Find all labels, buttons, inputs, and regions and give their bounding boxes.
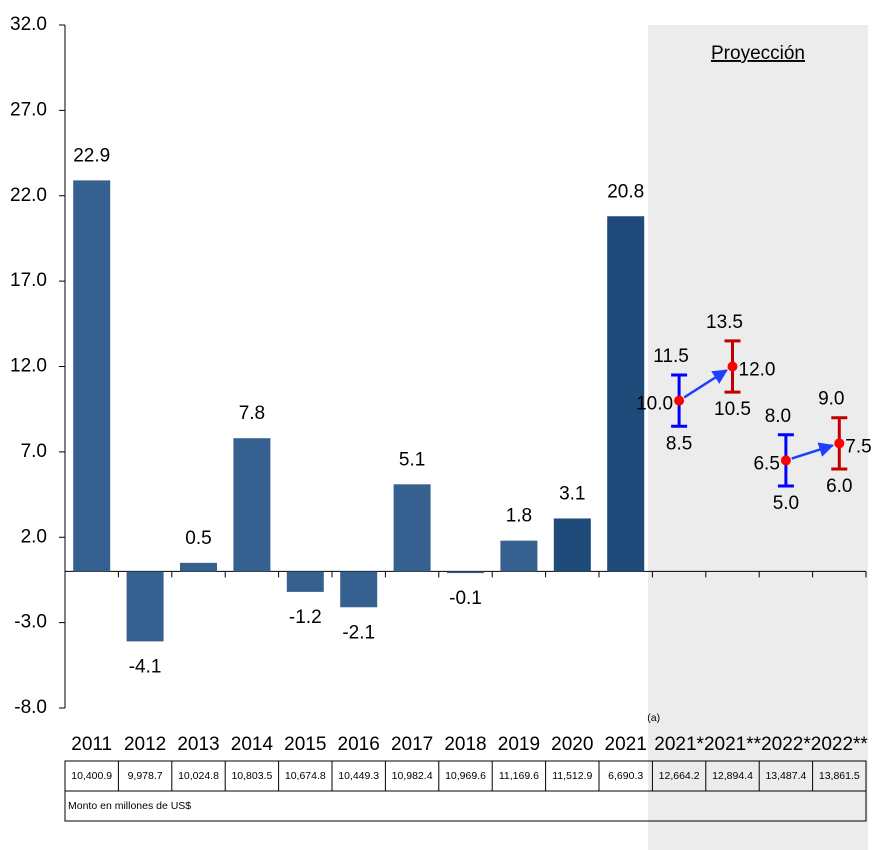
x-tick-label: 2012 (124, 734, 166, 755)
y-tick-label: -8.0 (14, 697, 47, 718)
table-cell: 10,400.9 (71, 770, 112, 782)
data-label: 0.5 (185, 528, 211, 549)
bar (73, 180, 111, 572)
point (727, 361, 738, 372)
point (834, 438, 845, 449)
table-cell: 13,487.4 (765, 770, 806, 782)
high-label: 9.0 (818, 389, 844, 410)
high-label: 8.0 (765, 406, 791, 427)
x-tick-label: 2022** (811, 734, 869, 755)
bar (180, 562, 217, 572)
x-tick-label: 2021 (605, 734, 647, 755)
table-cell: 11,169.6 (499, 770, 539, 782)
y-tick-label: 12.0 (10, 356, 47, 377)
point-label: 10.0 (636, 394, 673, 415)
table-cell: 13,861.5 (819, 770, 860, 782)
high-label: 13.5 (706, 312, 743, 333)
x-tick-label: 2020 (551, 734, 593, 755)
data-label: 3.1 (559, 483, 585, 504)
category-note: (a) (647, 712, 660, 724)
y-tick-label: 17.0 (10, 270, 47, 291)
table-cell: 6,690.3 (608, 770, 643, 782)
table-cell: 9,978.7 (128, 770, 163, 782)
y-tick-label: 2.0 (21, 526, 47, 547)
low-label: 6.0 (826, 476, 852, 497)
table-cell: 10,024.8 (178, 770, 219, 782)
data-label: 20.8 (607, 181, 644, 202)
data-label: -1.2 (289, 607, 322, 628)
x-tick-label: 2014 (231, 734, 274, 755)
x-tick-label: 2013 (177, 734, 219, 755)
data-label: -2.1 (342, 622, 375, 643)
bar (393, 484, 431, 572)
point (780, 455, 791, 466)
x-tick-label: 2021** (704, 734, 762, 755)
point-label: 6.5 (753, 453, 779, 474)
projection-title: Proyección (711, 43, 805, 64)
table-cell: 10,449.3 (338, 770, 379, 782)
table-note: Monto en millones de US$ (68, 800, 191, 812)
data-label: -0.1 (449, 588, 482, 609)
table-cell: 10,969.6 (445, 770, 486, 782)
y-tick-label: 32.0 (10, 14, 47, 35)
x-tick-label: 2011 (71, 734, 112, 755)
x-tick-label: 2017 (391, 734, 433, 755)
bar (340, 571, 378, 608)
x-tick-label: 2016 (338, 734, 380, 755)
low-label: 5.0 (773, 493, 799, 514)
arrow (791, 442, 835, 460)
high-label: 11.5 (653, 346, 689, 367)
point-label: 12.0 (739, 360, 776, 381)
bar (607, 216, 645, 572)
table-cell: 12,664.2 (659, 770, 700, 782)
table-cell: 10,803.5 (231, 770, 272, 782)
y-tick-label: 27.0 (10, 99, 47, 120)
table-cell: 10,982.4 (392, 770, 433, 782)
data-label: 5.1 (399, 449, 425, 470)
bar (126, 571, 164, 642)
y-tick-label: 22.0 (10, 185, 47, 206)
y-tick-label: 7.0 (21, 441, 47, 462)
bar (233, 438, 271, 572)
data-label: 1.8 (506, 506, 532, 527)
data-label: 22.9 (73, 145, 110, 166)
data-label: -4.1 (129, 656, 162, 677)
projection-region (648, 25, 868, 850)
arrow (683, 369, 728, 399)
bar (286, 571, 324, 592)
table-cell: 12,894.4 (712, 770, 753, 782)
bar (447, 571, 484, 574)
data-label: 7.8 (239, 403, 265, 424)
y-tick-label: -3.0 (14, 612, 47, 633)
table-cell: 10,674.8 (285, 770, 326, 782)
bar (500, 540, 538, 572)
x-tick-label: 2021* (654, 734, 704, 755)
x-tick-label: 2019 (498, 734, 540, 755)
bar (553, 518, 591, 572)
x-tick-label: 2022* (761, 734, 811, 755)
x-tick-label: 2015 (284, 734, 326, 755)
low-label: 8.5 (666, 433, 692, 454)
point (674, 395, 685, 406)
low-label: 10.5 (714, 399, 751, 420)
point-label: 7.5 (845, 436, 871, 457)
x-tick-label: 2018 (444, 734, 486, 755)
table-cell: 11,512.9 (552, 770, 592, 782)
